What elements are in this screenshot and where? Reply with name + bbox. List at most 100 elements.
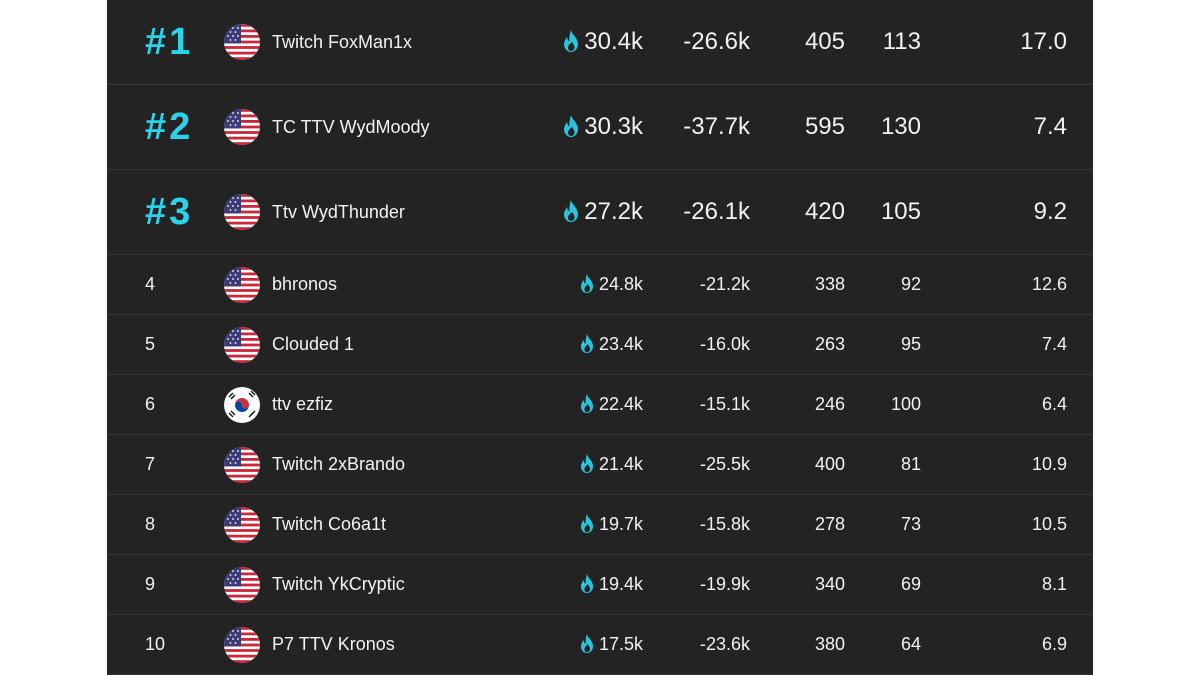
stat-cell: 338 <box>770 255 845 314</box>
stat-cell: 8.1 <box>980 555 1067 614</box>
rank: 4 <box>145 274 156 294</box>
flag <box>224 194 260 230</box>
stat-value: 7.4 <box>1041 334 1067 354</box>
flag <box>224 447 260 483</box>
stat-value: 10.9 <box>1031 454 1067 474</box>
stat-value: 420 <box>804 198 845 225</box>
stat-cell: 278 <box>770 495 845 554</box>
flag <box>224 567 260 603</box>
stat-cell: 113 <box>860 0 921 84</box>
rank: 10 <box>145 634 166 654</box>
stat-cell: 10.5 <box>980 495 1067 554</box>
stat-value: 24.8k <box>598 274 643 294</box>
stat-cell: 30.4k <box>540 0 643 84</box>
stat-cell: 100 <box>860 375 921 434</box>
rank: 7 <box>145 454 156 474</box>
fire-icon <box>563 30 579 52</box>
stat-value: 19.4k <box>598 574 643 594</box>
stat-cell: 22.4k <box>540 375 643 434</box>
stat-value: 27.2k <box>584 198 643 225</box>
player-name: Twitch YkCryptic <box>272 574 405 594</box>
rank: 9 <box>145 574 156 594</box>
stat-cell: -15.1k <box>650 375 750 434</box>
stat-value: -25.5k <box>699 454 750 474</box>
player-name: bhronos <box>272 274 338 294</box>
rank: #2 <box>145 106 194 148</box>
stat-cell: 246 <box>770 375 845 434</box>
stat-value: 23.4k <box>598 334 643 354</box>
rank: #3 <box>145 191 194 233</box>
fire-icon <box>580 334 594 353</box>
stat-cell: 19.4k <box>540 555 643 614</box>
stat-cell: -16.0k <box>650 315 750 374</box>
stat-cell: 12.6 <box>980 255 1067 314</box>
fire-icon <box>563 200 579 222</box>
stat-cell: 380 <box>770 615 845 674</box>
player-name: Twitch FoxMan1x <box>272 32 413 52</box>
stat-value: 278 <box>814 514 845 534</box>
stat-cell: 27.2k <box>540 170 643 254</box>
stat-cell: 95 <box>860 315 921 374</box>
table-row: #2 TC TTV WydMoody 30.3k -37.7k 595 130 7.4 <box>107 85 1093 170</box>
stat-value: 30.4k <box>584 28 643 55</box>
table-row: 6 ttv ezfiz 22.4k -15.1k 246 100 6.4 <box>107 375 1093 435</box>
stat-value: 95 <box>900 334 921 354</box>
stat-value: 17.5k <box>598 634 643 654</box>
stat-value: 6.4 <box>1041 394 1067 414</box>
stat-cell: 595 <box>770 85 845 169</box>
stat-cell: 7.4 <box>980 85 1067 169</box>
player-name: Ttv WydThunder <box>272 202 405 222</box>
table-row: 5 Clouded 1 23.4k -16.0k 263 95 7.4 <box>107 315 1093 375</box>
stat-value: -15.1k <box>699 394 750 414</box>
flag <box>224 507 260 543</box>
stat-cell: 6.9 <box>980 615 1067 674</box>
stat-cell: 19.7k <box>540 495 643 554</box>
stat-cell: 64 <box>860 615 921 674</box>
stat-value: -15.8k <box>699 514 750 534</box>
stat-cell: -15.8k <box>650 495 750 554</box>
stat-cell: -23.6k <box>650 615 750 674</box>
stat-cell: 130 <box>860 85 921 169</box>
stat-value: 10.5 <box>1031 514 1067 534</box>
stat-value: 105 <box>880 198 921 225</box>
stat-cell: 400 <box>770 435 845 494</box>
stat-value: 113 <box>882 28 921 55</box>
stat-value: 130 <box>880 113 921 140</box>
table-row: #3 Ttv WydThunder 27.2k -26.1k 420 105 9.2 <box>107 170 1093 255</box>
stat-value: 8.1 <box>1041 574 1067 594</box>
flag <box>224 387 260 423</box>
stat-value: 64 <box>900 634 921 654</box>
table-row: #1 Twitch FoxMan1x 30.4k -26.6k 405 113 17.0 <box>107 0 1093 85</box>
stat-cell: 73 <box>860 495 921 554</box>
fire-icon <box>580 634 594 653</box>
stat-value: 30.3k <box>584 113 643 140</box>
stat-cell: 9.2 <box>980 170 1067 254</box>
stat-cell: -21.2k <box>650 255 750 314</box>
stat-cell: 263 <box>770 315 845 374</box>
flag <box>224 24 260 60</box>
flag <box>224 109 260 145</box>
stat-cell: 340 <box>770 555 845 614</box>
flag <box>224 267 260 303</box>
stat-value: 263 <box>814 334 845 354</box>
stat-cell: 7.4 <box>980 315 1067 374</box>
fire-icon <box>580 454 594 473</box>
flag <box>224 627 260 663</box>
leaderboard: #1 Twitch FoxMan1x 30.4k -26.6k 405 113 17.0 #2… <box>107 0 1093 675</box>
stat-value: 100 <box>890 394 921 414</box>
table-row: 8 Twitch Co6a1t 19.7k -15.8k 278 73 10.5 <box>107 495 1093 555</box>
flag <box>224 327 260 363</box>
stat-value: 340 <box>814 574 845 594</box>
player-name: TC TTV WydMoody <box>272 117 430 137</box>
fire-icon <box>580 394 594 413</box>
table-row: 7 Twitch 2xBrando 21.4k -25.5k 400 81 10.9 <box>107 435 1093 495</box>
stat-cell: 6.4 <box>980 375 1067 434</box>
fire-icon <box>580 274 594 293</box>
player-name: Twitch Co6a1t <box>272 514 387 534</box>
stat-value: 7.4 <box>1033 113 1067 140</box>
stat-value: 21.4k <box>598 454 643 474</box>
player-name: Clouded 1 <box>272 334 355 354</box>
stat-value: -16.0k <box>699 334 750 354</box>
stat-value: 9.2 <box>1033 198 1067 225</box>
